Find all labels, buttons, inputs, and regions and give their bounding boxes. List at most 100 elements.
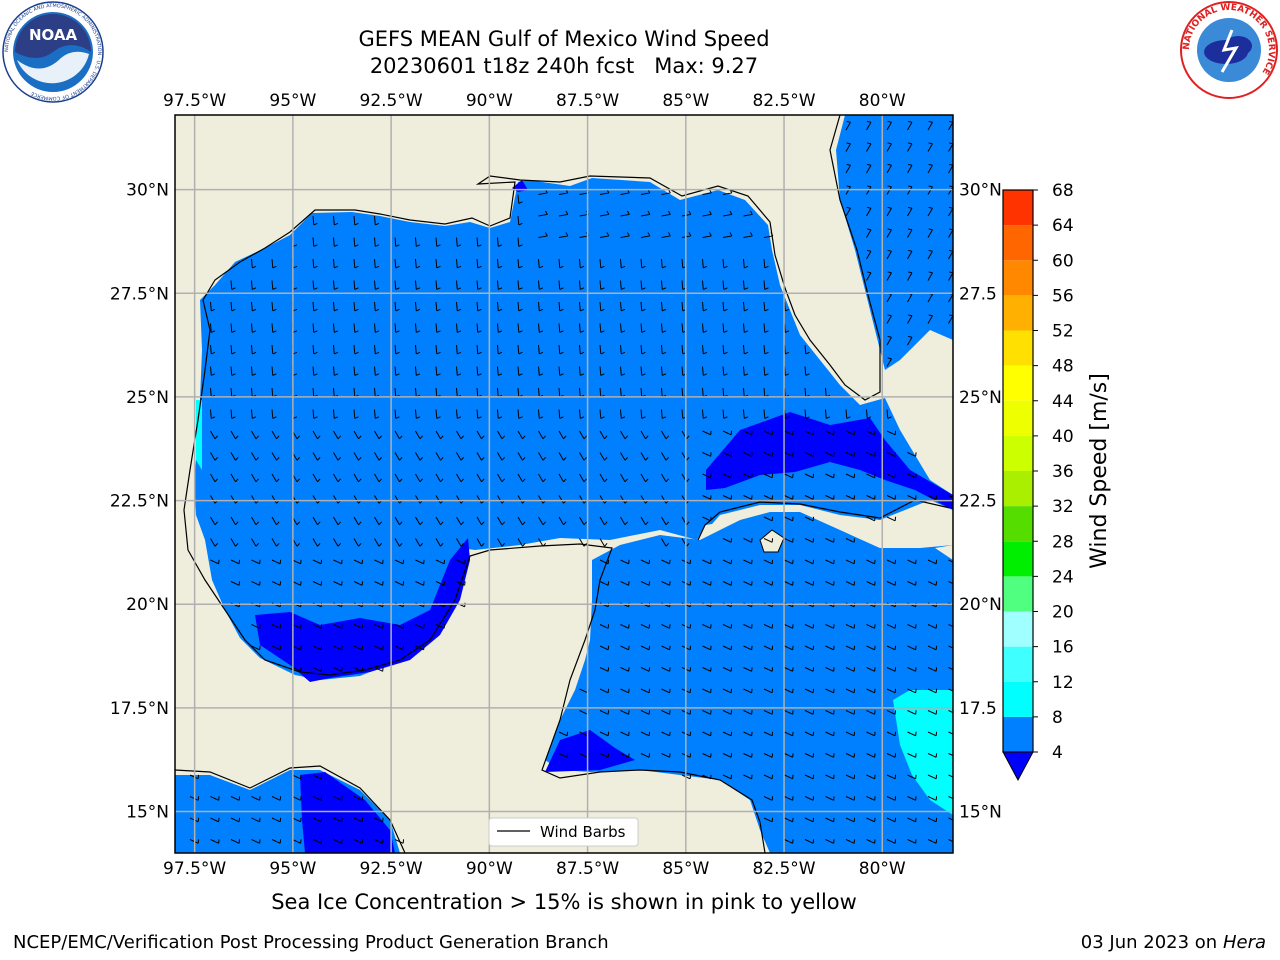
wind-barb — [271, 344, 277, 355]
wind-barb — [722, 774, 733, 780]
colorbar-tick-label: 60 — [1052, 251, 1074, 271]
wind-barb — [374, 645, 384, 651]
wind-barb — [312, 237, 318, 247]
wind-barb — [599, 323, 605, 333]
wind-barb — [517, 237, 523, 247]
wind-barb — [763, 688, 774, 694]
wind-barb — [927, 271, 933, 281]
wind-barb — [292, 774, 302, 780]
lat-tick-label-left: 20°N — [126, 595, 169, 615]
wind-barb — [927, 185, 933, 195]
wind-barb — [251, 559, 261, 565]
wind-barb — [312, 581, 323, 586]
wind-barb — [784, 495, 794, 500]
wind-barb — [886, 559, 897, 565]
wind-barb — [312, 280, 318, 290]
wind-barb — [456, 323, 462, 333]
colorbar-segment — [1003, 646, 1033, 682]
wind-barb — [558, 258, 564, 269]
wind-barb — [599, 366, 605, 376]
wind-barb — [497, 323, 503, 333]
wind-barb — [825, 495, 835, 500]
wind-barb — [784, 839, 794, 844]
wind-barb — [271, 366, 277, 376]
wind-barb — [927, 667, 938, 672]
wind-barb — [271, 473, 280, 483]
wind-barb — [374, 581, 384, 586]
wind-barb — [907, 142, 913, 152]
wind-barb — [845, 731, 856, 737]
wind-barb — [435, 323, 441, 333]
wind-barb — [907, 688, 917, 694]
wind-barb — [825, 452, 835, 457]
wind-barb — [292, 559, 302, 565]
wind-barb — [825, 667, 835, 672]
wind-barb — [661, 323, 667, 333]
wind-barb — [394, 280, 400, 290]
wind-barb — [210, 323, 216, 333]
wind-barb — [866, 430, 876, 436]
wind-barb — [763, 232, 774, 238]
wind-barb — [804, 817, 815, 823]
wind-barb — [292, 581, 302, 586]
wind-barb — [804, 452, 815, 457]
wind-barb — [886, 753, 897, 758]
wind-barb — [558, 366, 564, 376]
wind-barb — [476, 452, 485, 461]
wind-barb — [333, 452, 342, 461]
wind-barb — [394, 237, 400, 247]
wind-barb — [763, 430, 774, 436]
wind-barb — [825, 796, 835, 801]
wind-barb — [599, 753, 610, 758]
wind-barb — [620, 688, 630, 694]
wind-barb — [825, 753, 835, 758]
wind-barb — [374, 409, 380, 419]
colorbar-segment — [1003, 541, 1033, 577]
lat-tick-label-left: 30°N — [126, 181, 169, 201]
colorbar-segment — [1003, 506, 1033, 542]
wind-barb — [886, 314, 892, 324]
wind-barb — [907, 473, 917, 479]
wind-barb — [620, 210, 630, 217]
wind-barb — [292, 839, 302, 844]
wind-barb — [333, 839, 343, 844]
wind-barb — [763, 559, 774, 565]
wind-barb — [804, 516, 815, 522]
wind-barb — [640, 280, 646, 290]
wind-barb — [312, 667, 323, 672]
wind-barb — [579, 258, 585, 269]
wind-barb — [763, 323, 769, 333]
wind-barb — [886, 774, 897, 780]
wind-barb — [415, 409, 421, 419]
wind-barb — [763, 452, 774, 457]
wind-barb — [907, 495, 917, 500]
wind-barb — [620, 559, 630, 565]
wind-barb — [210, 409, 216, 419]
wind-barb — [845, 753, 856, 758]
wind-barb — [722, 581, 733, 586]
wind-barbs-legend: Wind Barbs — [488, 817, 639, 847]
lon-tick-label-bottom: 87.5°W — [556, 859, 619, 879]
wind-barb — [845, 473, 856, 479]
wind-barb — [230, 817, 241, 823]
wind-barb — [271, 559, 282, 565]
colorbar-tick-label: 24 — [1052, 567, 1074, 587]
colorbar-segment — [1003, 260, 1033, 296]
wind-barb — [804, 430, 815, 436]
wind-barb — [825, 688, 835, 694]
wind-barb — [435, 452, 444, 461]
wind-barb — [353, 237, 359, 247]
wind-barb — [333, 796, 343, 801]
wind-barb — [579, 301, 585, 312]
colorbar-segment — [1003, 576, 1033, 612]
wind-barb — [845, 206, 851, 217]
wind-barb — [620, 645, 630, 651]
wind-barb — [538, 538, 547, 547]
wind-barb — [497, 452, 506, 461]
wind-barb — [763, 817, 774, 823]
wind-barb — [702, 210, 712, 217]
wind-barb — [702, 624, 712, 629]
calm-region-pacific — [300, 772, 395, 853]
wind-barb — [497, 258, 503, 269]
wind-barb — [333, 258, 339, 269]
